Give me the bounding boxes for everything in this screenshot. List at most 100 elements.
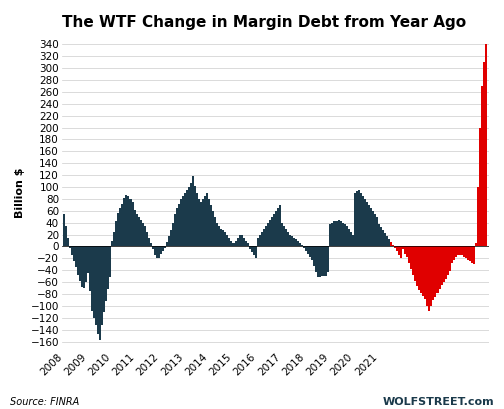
Bar (430, 247, 432, 306)
Bar (408, 247, 410, 263)
Bar (293, 238, 295, 247)
Bar (420, 247, 422, 293)
Bar (362, 196, 364, 247)
Bar (313, 247, 316, 266)
Bar (338, 220, 340, 247)
Bar (473, 247, 475, 264)
Bar (330, 225, 332, 247)
Bar (172, 222, 174, 247)
Bar (105, 247, 107, 301)
Bar (418, 247, 420, 290)
Bar (402, 247, 404, 249)
Bar (148, 238, 150, 247)
Bar (374, 214, 376, 247)
Bar (220, 229, 222, 247)
Bar (89, 247, 91, 291)
Bar (81, 247, 83, 287)
Bar (463, 247, 465, 257)
Bar (119, 208, 121, 247)
Bar (320, 247, 322, 277)
Bar (178, 204, 180, 247)
Bar (449, 247, 451, 272)
Bar (204, 196, 206, 247)
Bar (459, 247, 461, 255)
Bar (123, 198, 125, 247)
Bar (410, 247, 412, 269)
Bar (398, 247, 400, 255)
Bar (87, 247, 89, 273)
Bar (378, 224, 380, 247)
Bar (328, 247, 330, 272)
Bar (222, 230, 224, 247)
Bar (71, 247, 73, 255)
Bar (344, 224, 346, 247)
Bar (303, 247, 305, 248)
Bar (198, 199, 200, 247)
Bar (364, 199, 366, 247)
Bar (242, 238, 244, 247)
Bar (322, 247, 324, 276)
Bar (190, 183, 192, 247)
Bar (394, 247, 396, 248)
Bar (297, 240, 299, 247)
Bar (182, 196, 184, 247)
Bar (376, 217, 378, 247)
Bar (392, 245, 394, 247)
Bar (263, 229, 265, 247)
Bar (305, 247, 307, 251)
Bar (267, 222, 269, 247)
Bar (311, 247, 313, 260)
Bar (156, 247, 158, 258)
Bar (295, 239, 297, 247)
Bar (386, 236, 388, 247)
Bar (271, 217, 273, 247)
Bar (63, 214, 65, 247)
Bar (117, 213, 119, 247)
Bar (91, 247, 93, 311)
Bar (138, 217, 140, 247)
Bar (136, 214, 138, 247)
Bar (273, 214, 275, 247)
Bar (436, 247, 438, 293)
Bar (255, 247, 257, 258)
Bar (465, 247, 467, 258)
Bar (336, 221, 338, 247)
Bar (291, 236, 293, 247)
Bar (438, 247, 440, 289)
Bar (467, 247, 469, 260)
Bar (107, 247, 109, 289)
Bar (445, 247, 447, 279)
Bar (216, 222, 218, 247)
Bar (261, 231, 263, 247)
Bar (257, 238, 259, 247)
Bar (366, 202, 368, 247)
Bar (483, 62, 485, 247)
Bar (174, 214, 176, 247)
Bar (77, 247, 79, 275)
Bar (130, 199, 132, 247)
Bar (125, 195, 128, 247)
Bar (160, 247, 162, 254)
Bar (301, 245, 303, 247)
Bar (192, 176, 194, 247)
Bar (95, 247, 97, 325)
Bar (457, 247, 459, 255)
Bar (152, 247, 154, 249)
Bar (111, 240, 113, 247)
Bar (186, 190, 188, 247)
Bar (440, 247, 443, 285)
Bar (180, 199, 182, 247)
Bar (150, 243, 152, 247)
Bar (238, 234, 240, 247)
Bar (200, 202, 202, 247)
Bar (128, 196, 130, 247)
Bar (455, 247, 457, 257)
Bar (212, 211, 214, 247)
Bar (324, 247, 326, 276)
Bar (289, 234, 291, 247)
Bar (275, 211, 277, 247)
Bar (461, 247, 463, 255)
Bar (356, 191, 358, 247)
Bar (202, 199, 204, 247)
Bar (188, 187, 190, 247)
